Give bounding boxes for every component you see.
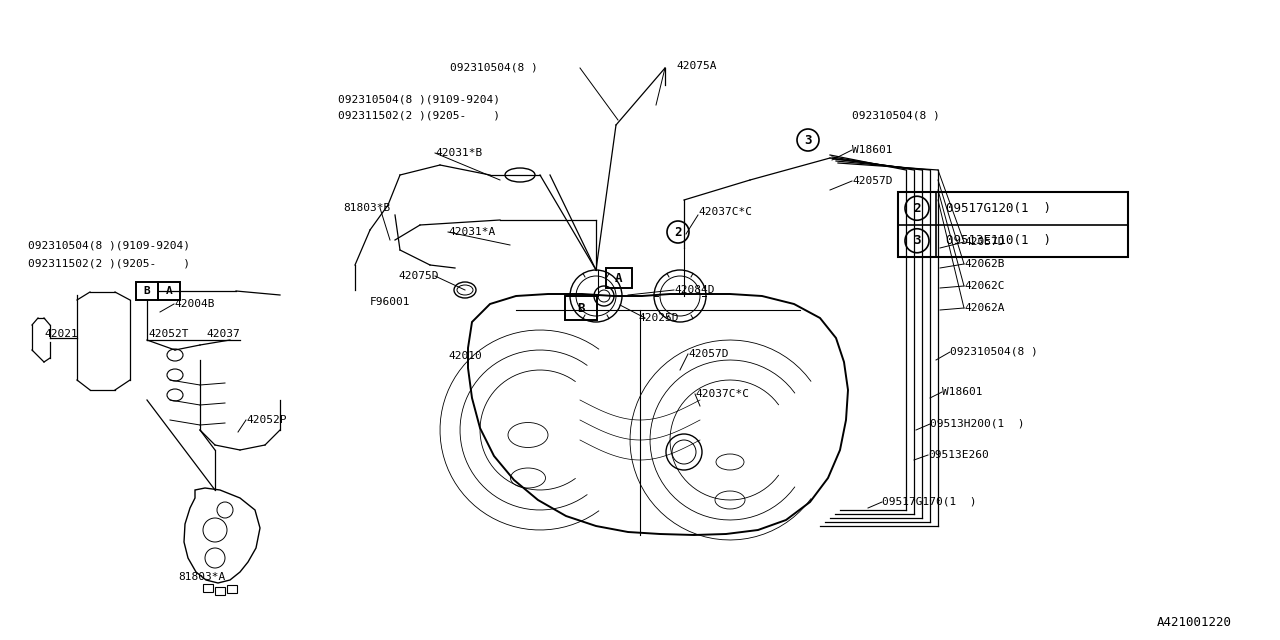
Bar [204, 584, 212, 592]
Text: 09513E260: 09513E260 [928, 450, 988, 460]
Text: W18601: W18601 [942, 387, 983, 397]
Text: A421001220: A421001220 [1157, 616, 1231, 628]
Text: 42031*A: 42031*A [448, 227, 495, 237]
Text: 092310504(8 )(9109-9204): 092310504(8 )(9109-9204) [28, 241, 189, 251]
Text: 09517G120(1  ): 09517G120(1 ) [946, 202, 1051, 215]
Text: 42037: 42037 [206, 329, 239, 339]
Text: 81803*B: 81803*B [343, 203, 390, 213]
Text: 092311502(2 )(9205-    ): 092311502(2 )(9205- ) [28, 258, 189, 268]
Text: 2: 2 [675, 225, 682, 239]
Text: 3: 3 [804, 134, 812, 147]
Text: 42010: 42010 [448, 351, 481, 361]
Text: B: B [577, 301, 585, 314]
Text: A: A [165, 286, 173, 296]
Bar [227, 585, 237, 593]
Text: 42037C*C: 42037C*C [695, 389, 749, 399]
Text: 42062A: 42062A [964, 303, 1005, 313]
Text: 42052T: 42052T [148, 329, 188, 339]
Text: 42037C*C: 42037C*C [698, 207, 753, 217]
Text: 81803*A: 81803*A [178, 572, 225, 582]
Text: 42004B: 42004B [174, 299, 215, 309]
Text: B: B [143, 286, 150, 296]
Text: 42052P: 42052P [246, 415, 287, 425]
Text: 092311502(2 )(9205-    ): 092311502(2 )(9205- ) [338, 111, 500, 121]
Text: 092310504(8 ): 092310504(8 ) [451, 63, 538, 73]
Text: 09517G170(1  ): 09517G170(1 ) [882, 497, 977, 507]
Text: 42031*B: 42031*B [435, 148, 483, 158]
Text: 09513E110(1  ): 09513E110(1 ) [946, 234, 1051, 247]
Text: 3: 3 [913, 234, 920, 247]
Text: F96001: F96001 [370, 297, 411, 307]
Bar [215, 587, 225, 595]
Text: 42057D: 42057D [689, 349, 728, 359]
Bar [899, 192, 1128, 257]
Text: 42057D: 42057D [852, 176, 892, 186]
Text: 2: 2 [913, 202, 920, 215]
Text: 42062B: 42062B [964, 259, 1005, 269]
Text: 42062C: 42062C [964, 281, 1005, 291]
Text: 092310504(8 ): 092310504(8 ) [950, 347, 1038, 357]
Text: 42025D: 42025D [637, 313, 678, 323]
Text: W18601: W18601 [852, 145, 892, 155]
Text: 092310504(8 )(9109-9204): 092310504(8 )(9109-9204) [338, 95, 500, 105]
Text: 42021: 42021 [44, 329, 78, 339]
Text: 42075A: 42075A [676, 61, 717, 71]
Text: 092310504(8 ): 092310504(8 ) [852, 111, 940, 121]
Text: A: A [616, 271, 623, 285]
Text: 42057D: 42057D [964, 237, 1005, 247]
Text: 09513H200(1  ): 09513H200(1 ) [931, 419, 1024, 429]
Text: 42075D: 42075D [398, 271, 439, 281]
Text: 42084D: 42084D [675, 285, 714, 295]
